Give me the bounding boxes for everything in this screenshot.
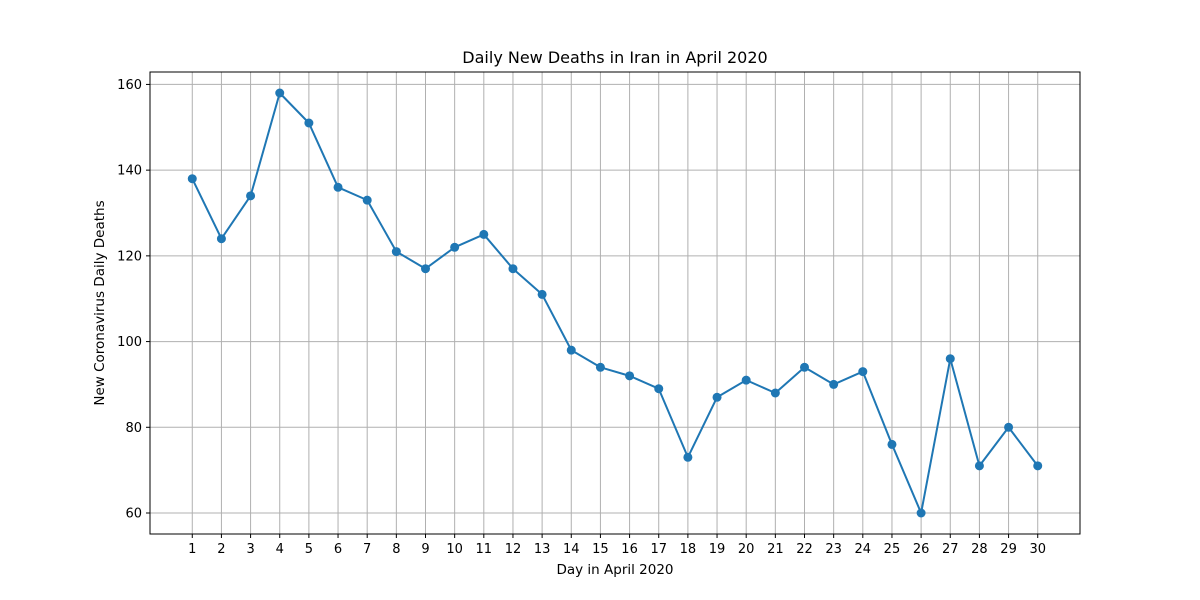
x-tick-label: 27 — [942, 542, 959, 557]
data-point — [916, 508, 926, 518]
x-tick-label: 15 — [592, 542, 609, 557]
x-tick-label: 1 — [188, 542, 196, 557]
x-tick-label: 21 — [767, 542, 784, 557]
x-axis-label: Day in April 2020 — [556, 562, 673, 578]
x-tick-label: 22 — [796, 542, 813, 557]
y-tick-label: 160 — [117, 78, 142, 93]
data-point — [741, 375, 751, 385]
x-tick-label: 13 — [534, 542, 551, 557]
x-tick-label: 25 — [884, 542, 901, 557]
x-tick-label: 9 — [421, 542, 429, 557]
x-tick-label: 7 — [363, 542, 371, 557]
data-point — [595, 362, 605, 372]
x-tick-label: 17 — [650, 542, 667, 557]
data-point — [333, 182, 343, 192]
x-tick-label: 3 — [246, 542, 254, 557]
x-tick-label: 2 — [217, 542, 225, 557]
x-tick-label: 8 — [392, 542, 400, 557]
data-point — [625, 371, 635, 381]
x-tick-label: 14 — [563, 542, 580, 557]
data-point — [304, 118, 314, 128]
y-tick-label: 120 — [117, 249, 142, 264]
data-point — [829, 379, 839, 389]
data-point — [246, 191, 256, 201]
x-tick-label: 5 — [305, 542, 313, 557]
x-tick-label: 28 — [971, 542, 988, 557]
x-tick-label: 20 — [738, 542, 755, 557]
data-point — [683, 452, 693, 462]
data-point — [537, 289, 547, 299]
data-point — [974, 461, 984, 471]
x-tick-label: 4 — [276, 542, 284, 557]
data-point — [479, 229, 489, 239]
series-layer — [187, 88, 1043, 518]
data-point — [421, 264, 431, 274]
y-tick-label: 140 — [117, 164, 142, 179]
plot-frame — [149, 71, 1081, 535]
data-point — [566, 345, 576, 355]
data-point — [391, 247, 401, 257]
x-tick-label: 12 — [505, 542, 522, 557]
chart-title: Daily New Deaths in Iran in April 2020 — [462, 48, 767, 67]
data-point — [770, 388, 780, 398]
x-tick-label: 10 — [446, 542, 463, 557]
data-point — [362, 195, 372, 205]
data-point — [799, 362, 809, 372]
data-point — [712, 392, 722, 402]
x-tick-label: 18 — [680, 542, 697, 557]
data-point — [275, 88, 285, 98]
data-point — [216, 234, 226, 244]
data-point — [654, 384, 664, 394]
x-tick-label: 19 — [709, 542, 726, 557]
y-tick-label: 80 — [125, 421, 142, 436]
data-point — [858, 367, 868, 377]
x-tick-label: 6 — [334, 542, 342, 557]
y-tick-label: 60 — [125, 507, 142, 522]
x-tick-label: 24 — [855, 542, 872, 557]
data-point — [945, 354, 955, 364]
x-tick-label: 16 — [621, 542, 638, 557]
y-tick-label: 100 — [117, 335, 142, 350]
data-point — [1033, 461, 1043, 471]
tick-layer: 1 2 3 4 5 6 7 8 9 10 11 12 13 14 15 16 17 18 19 20 21 22 23 24 2… — [117, 78, 1046, 557]
data-point — [887, 439, 897, 449]
x-tick-label: 29 — [1000, 542, 1017, 557]
x-tick-label: 23 — [825, 542, 842, 557]
y-axis-label: New Coronavirus Daily Deaths — [92, 200, 108, 405]
x-tick-label: 30 — [1029, 542, 1046, 557]
x-tick-label: 11 — [476, 542, 493, 557]
data-point — [450, 242, 460, 252]
grid-layer — [150, 72, 1080, 534]
data-point — [508, 264, 518, 274]
x-tick-label: 26 — [913, 542, 930, 557]
data-point — [187, 174, 197, 184]
data-point — [1004, 422, 1014, 432]
series-line — [191, 92, 1039, 514]
